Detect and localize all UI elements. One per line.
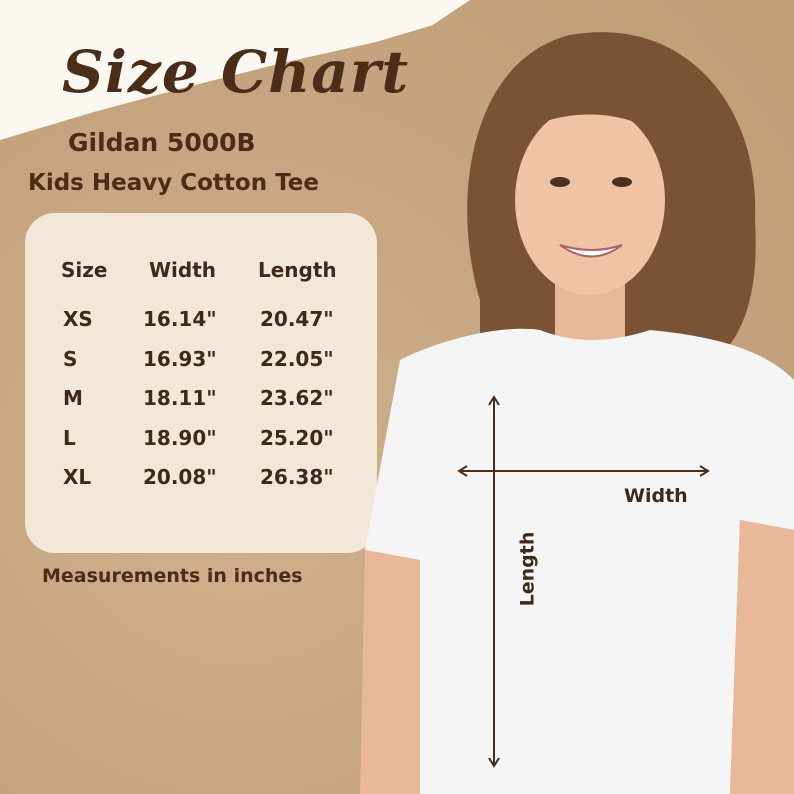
length-cell: 25.20" [260,425,334,450]
size-cell: L [63,425,76,450]
length-cell: 22.05" [260,346,334,371]
model-photo [360,32,794,794]
measurement-note: Measurements in inches [42,565,303,587]
face [515,105,665,295]
product-type: Kids Heavy Cotton Tee [28,170,319,196]
page-title: Size Chart [62,38,410,106]
length-cell: 20.47" [260,307,334,331]
width-cell: 16.93" [143,346,217,371]
width-label: Width [624,485,688,507]
header-size: Size [61,258,108,282]
header-width: Width [149,258,217,282]
width-cell: 20.08" [143,465,217,489]
size-cell: XS [63,307,93,331]
width-cell: 18.11" [143,386,217,410]
length-cell: 26.38" [260,465,334,489]
length-arrow [488,395,500,768]
header-length: Length [258,258,337,282]
size-cell: M [63,386,83,410]
t-shirt [365,328,794,794]
width-arrow [457,465,710,477]
size-cell: S [63,346,78,371]
width-cell: 18.90" [143,425,217,450]
length-label: Length [516,531,539,607]
size-table: Size Width Length XS 16.14" 20.47" S 16.93" 2… [25,213,377,553]
length-cell: 23.62" [260,386,334,410]
width-cell: 16.14" [143,307,217,331]
size-cell: XL [63,465,92,489]
product-name: Gildan 5000B [68,128,256,157]
